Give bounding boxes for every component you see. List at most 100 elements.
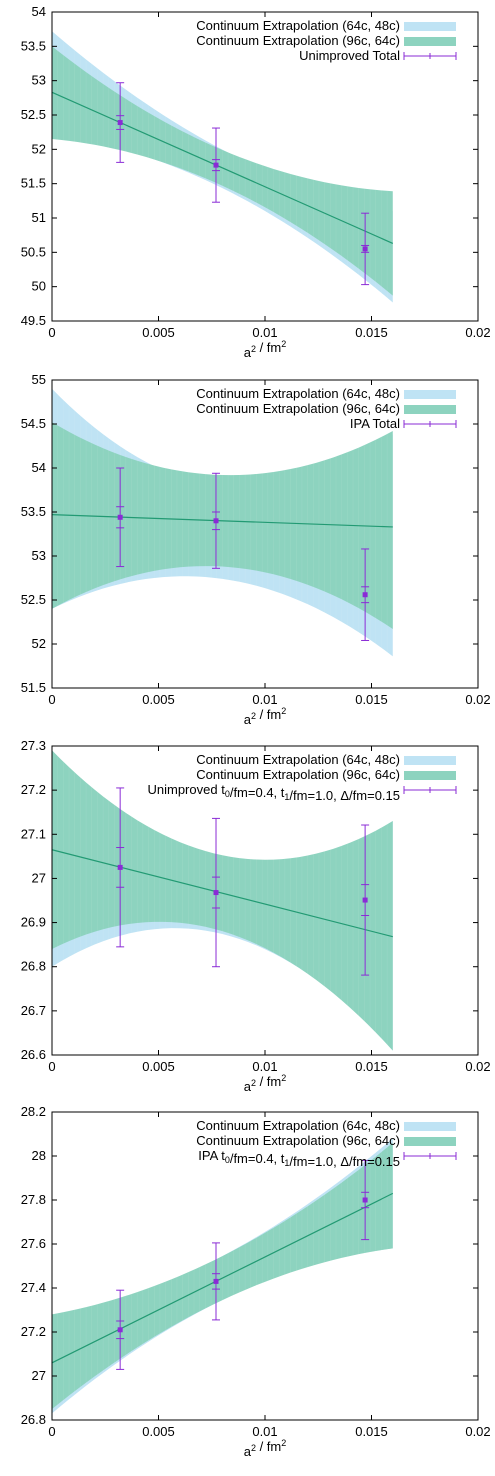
legend-label-2: Continuum Extrapolation (96c, 64c) [196,1133,400,1148]
y-tick-label: 52 [32,636,46,651]
y-tick-label: 27 [32,1368,46,1383]
data-point [213,518,219,524]
y-tick-label: 28 [32,1148,46,1163]
x-tick-label: 0.02 [465,325,490,340]
legend-label-2: Continuum Extrapolation (96c, 64c) [196,767,400,782]
y-tick-label: 53 [32,73,46,88]
legend-swatch-1 [404,390,456,399]
x-tick-label: 0.005 [142,1059,175,1074]
x-tick-label: 0.005 [142,692,175,707]
y-tick-label: 27.4 [21,1280,46,1295]
chart-panel-3: 0 0.005 0.01 0.015 0.02 26.6 26.7 26.8 26.9 27 27.… [21,738,491,1094]
x-axis-label: a2 / fm2 [244,339,287,360]
x-axis-label: a2 / fm2 [244,1073,287,1094]
legend-label-1: Continuum Extrapolation (64c, 48c) [196,1118,400,1133]
legend-swatch-1 [404,756,456,765]
y-tick-label: 27 [32,870,46,885]
y-tick-label: 27.6 [21,1236,46,1251]
y-tick-label: 28.2 [21,1104,46,1119]
y-tick-label: 53.5 [21,504,46,519]
x-tick-label: 0 [48,692,55,707]
y-tick-label: 27.2 [21,1324,46,1339]
data-point [362,897,368,903]
legend-label-3: IPA t0/fm=0.4, t1/fm=1.0, Δ/fm=0.15 [198,1148,400,1169]
legend-label-1: Continuum Extrapolation (64c, 48c) [196,18,400,33]
data-point [117,514,123,520]
y-tick-label: 53.5 [21,38,46,53]
y-tick-label: 51 [32,210,46,225]
x-tick-label: 0.005 [142,1424,175,1439]
band-2 [52,1142,393,1409]
fit-line [51,91,394,244]
y-tick-label: 27.8 [21,1192,46,1207]
data-point [117,1327,123,1333]
y-tick-label: 49.5 [21,313,46,328]
y-tick-label: 52 [32,141,46,156]
chart-panel-4: 0 0.005 0.01 0.015 0.02 26.8 27 27.2 27.4 27.6 27.… [21,1104,491,1459]
legend-swatch-2 [404,1137,456,1146]
legend-label-1: Continuum Extrapolation (64c, 48c) [196,752,400,767]
data-point [213,162,219,168]
x-tick-label: 0.015 [355,1424,388,1439]
legend-label-3: IPA Total [350,416,400,431]
x-tick-label: 0 [48,325,55,340]
y-tick-label: 26.7 [21,1003,46,1018]
x-tick-label: 0.01 [252,325,277,340]
legend-label-1: Continuum Extrapolation (64c, 48c) [196,386,400,401]
x-tick-label: 0.01 [252,692,277,707]
x-tick-label: 0.015 [355,692,388,707]
chart-panel-1: 0 0.005 0.01 0.015 0.02 49.5 50 50.5 51 51.5 52 52.… [21,4,491,360]
legend-swatch-1 [404,1122,456,1131]
y-tick-label: 55 [32,372,46,387]
chart-panel-2: 0 0.005 0.01 0.015 0.02 51.5 52 52.5 53 53.5 54 54.… [21,372,491,727]
fit-line [51,1192,394,1364]
legend-swatch-2 [404,405,456,414]
y-tick-label: 54 [32,4,46,19]
y-tick-label: 52.5 [21,592,46,607]
legend-label-2: Continuum Extrapolation (96c, 64c) [196,33,400,48]
y-tick-label: 26.8 [21,1412,46,1427]
y-tick-label: 53 [32,548,46,563]
data-point [117,120,123,126]
legend-label-3: Unimproved Total [299,48,400,63]
y-tick-label: 26.8 [21,959,46,974]
y-tick-label: 26.9 [21,915,46,930]
y-tick-label: 51.5 [21,176,46,191]
x-axis-label: a2 / fm2 [244,706,287,727]
x-tick-label: 0.02 [465,1424,490,1439]
x-tick-label: 0.02 [465,692,490,707]
x-tick-label: 0.01 [252,1424,277,1439]
legend-label-3: Unimproved t0/fm=0.4, t1/fm=1.0, Δ/fm=0.… [147,782,400,803]
legend-label-2: Continuum Extrapolation (96c, 64c) [196,401,400,416]
fit-line [51,514,393,528]
x-tick-label: 0.02 [465,1059,490,1074]
y-tick-label: 27.2 [21,782,46,797]
data-point [362,246,368,252]
band-2 [52,422,393,630]
x-tick-label: 0.015 [355,1059,388,1074]
y-tick-label: 50.5 [21,244,46,259]
y-tick-label: 50 [32,279,46,294]
fit-line [51,849,393,938]
legend-swatch-2 [404,771,456,780]
y-tick-label: 54 [32,460,46,475]
y-tick-label: 51.5 [21,680,46,695]
y-tick-label: 27.3 [21,738,46,753]
x-tick-label: 0 [48,1424,55,1439]
data-point [213,1278,219,1284]
x-tick-label: 0.015 [355,325,388,340]
data-point [362,592,368,598]
y-tick-label: 26.6 [21,1047,46,1062]
legend-swatch-2 [404,37,456,46]
y-tick-label: 27.1 [21,826,46,841]
x-axis-label: a2 / fm2 [244,1438,287,1459]
y-tick-label: 52.5 [21,107,46,122]
data-point [213,890,219,896]
band-2 [52,750,393,1051]
data-point [117,864,123,870]
legend-swatch-1 [404,22,456,31]
x-tick-label: 0.005 [142,325,175,340]
data-point [362,1197,368,1203]
x-tick-label: 0 [48,1059,55,1074]
